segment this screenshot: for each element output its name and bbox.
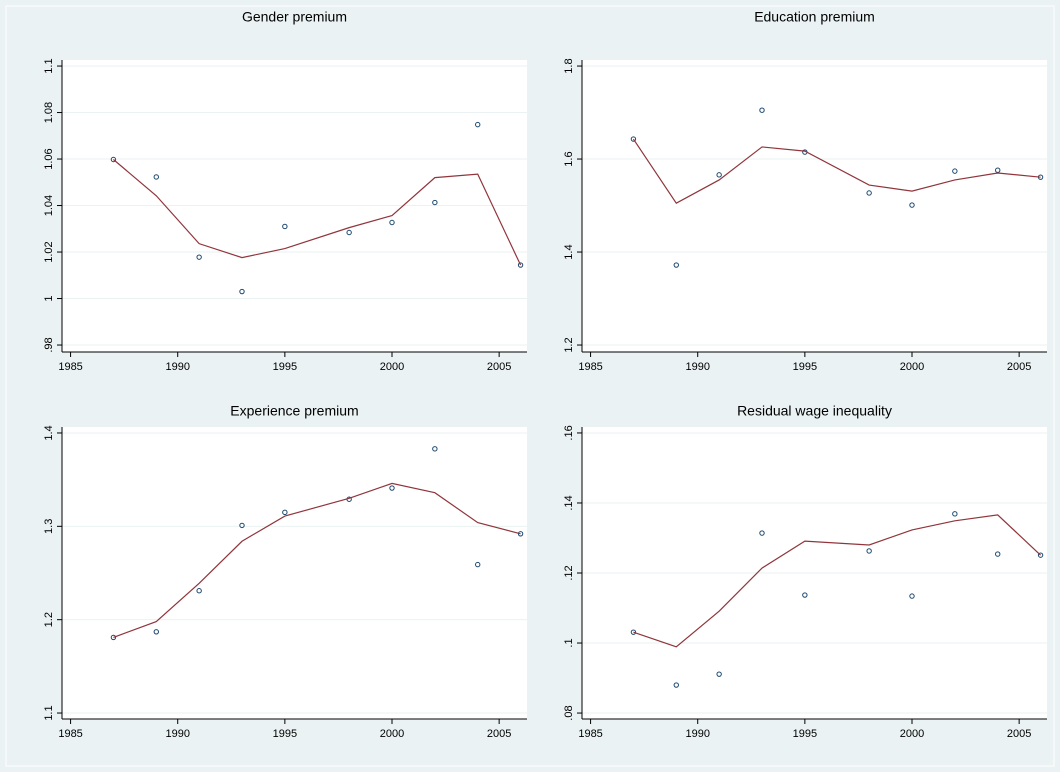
- data-point: [866, 190, 872, 196]
- data-point: [909, 202, 915, 208]
- y-tick-label: .16: [563, 425, 575, 440]
- data-point: [282, 223, 288, 230]
- data-point: [475, 561, 481, 568]
- data-point: [196, 588, 202, 594]
- y-tick-label: .14: [563, 495, 575, 510]
- data-point: [110, 156, 117, 163]
- chart-title: Gender premium: [242, 9, 347, 25]
- data-point: [866, 548, 872, 554]
- data-point: [995, 551, 1001, 557]
- data-point: [389, 219, 395, 226]
- data-point: [909, 593, 915, 599]
- data-point: [759, 530, 765, 536]
- data-point: [196, 254, 202, 260]
- data-point: [716, 172, 722, 178]
- x-tick-label: 2000: [380, 361, 404, 373]
- x-tick-label: 1990: [685, 728, 709, 740]
- plot-area: [582, 60, 1047, 352]
- data-point: [630, 629, 637, 635]
- y-tick-label: 1.08: [43, 102, 55, 123]
- x-tick-label: 1990: [165, 361, 189, 373]
- y-tick-label: 1.06: [43, 148, 55, 169]
- data-point: [517, 262, 524, 268]
- x-tick-label: 1995: [273, 728, 297, 740]
- y-tick-label: 1.04: [43, 195, 55, 216]
- data-point: [952, 168, 958, 174]
- data-point: [716, 671, 722, 677]
- x-tick-label: 2000: [380, 728, 404, 740]
- data-point: [952, 511, 958, 517]
- fit-line: [632, 138, 1041, 204]
- fit-line: [113, 482, 521, 638]
- chart-title: Experience premium: [230, 403, 358, 419]
- data-point: [282, 509, 288, 516]
- y-tick-label: 1.8: [563, 58, 575, 73]
- y-tick-label: .12: [563, 565, 575, 580]
- data-point: [389, 485, 395, 491]
- data-point: [110, 634, 117, 641]
- x-tick-label: 2005: [487, 728, 511, 740]
- data-point: [432, 446, 438, 452]
- x-tick-label: 1995: [273, 361, 297, 373]
- data-point: [673, 262, 679, 268]
- y-tick-label: 1.4: [43, 425, 55, 440]
- x-tick-label: 2000: [900, 728, 924, 740]
- chart-title: Residual wage inequality: [737, 403, 892, 419]
- y-tick-label: 1.2: [563, 337, 575, 352]
- y-tick-label: .1: [563, 638, 575, 647]
- data-point: [239, 522, 245, 529]
- y-tick-label: 1.1: [43, 58, 55, 73]
- data-point: [239, 288, 245, 295]
- x-tick-label: 1985: [58, 361, 82, 373]
- y-tick-label: .98: [43, 337, 55, 352]
- y-tick-label: 1.1: [43, 705, 55, 720]
- x-tick-label: 1995: [793, 361, 817, 373]
- data-point: [432, 199, 438, 206]
- y-tick-label: 1.02: [43, 241, 55, 262]
- y-tick-label: .08: [563, 705, 575, 720]
- data-point: [673, 682, 679, 688]
- y-tick-label: 1.2: [43, 612, 55, 627]
- data-point: [630, 136, 637, 142]
- data-point: [346, 229, 352, 236]
- x-tick-label: 2005: [487, 361, 511, 373]
- data-point: [153, 174, 159, 180]
- x-tick-label: 2005: [1007, 361, 1031, 373]
- x-tick-label: 1990: [685, 361, 709, 373]
- y-tick-label: 1.4: [563, 244, 575, 259]
- data-point: [802, 592, 808, 598]
- fit-line: [633, 514, 1041, 648]
- chart-title: Education premium: [754, 9, 875, 25]
- x-tick-label: 2005: [1007, 728, 1031, 740]
- y-tick-label: 1.6: [563, 151, 575, 166]
- x-tick-label: 1995: [793, 728, 817, 740]
- y-tick-label: 1.3: [43, 519, 55, 534]
- x-tick-label: 1990: [165, 728, 189, 740]
- y-tick-label: 1: [43, 295, 55, 301]
- data-point: [1037, 552, 1044, 558]
- x-tick-label: 1985: [578, 728, 602, 740]
- fit-line: [113, 159, 522, 266]
- x-tick-label: 1985: [58, 728, 82, 740]
- data-point: [759, 107, 765, 113]
- data-point: [153, 629, 159, 635]
- plot-area: [62, 427, 527, 719]
- x-tick-label: 2000: [900, 361, 924, 373]
- x-tick-label: 1985: [578, 361, 602, 373]
- data-point: [475, 121, 481, 128]
